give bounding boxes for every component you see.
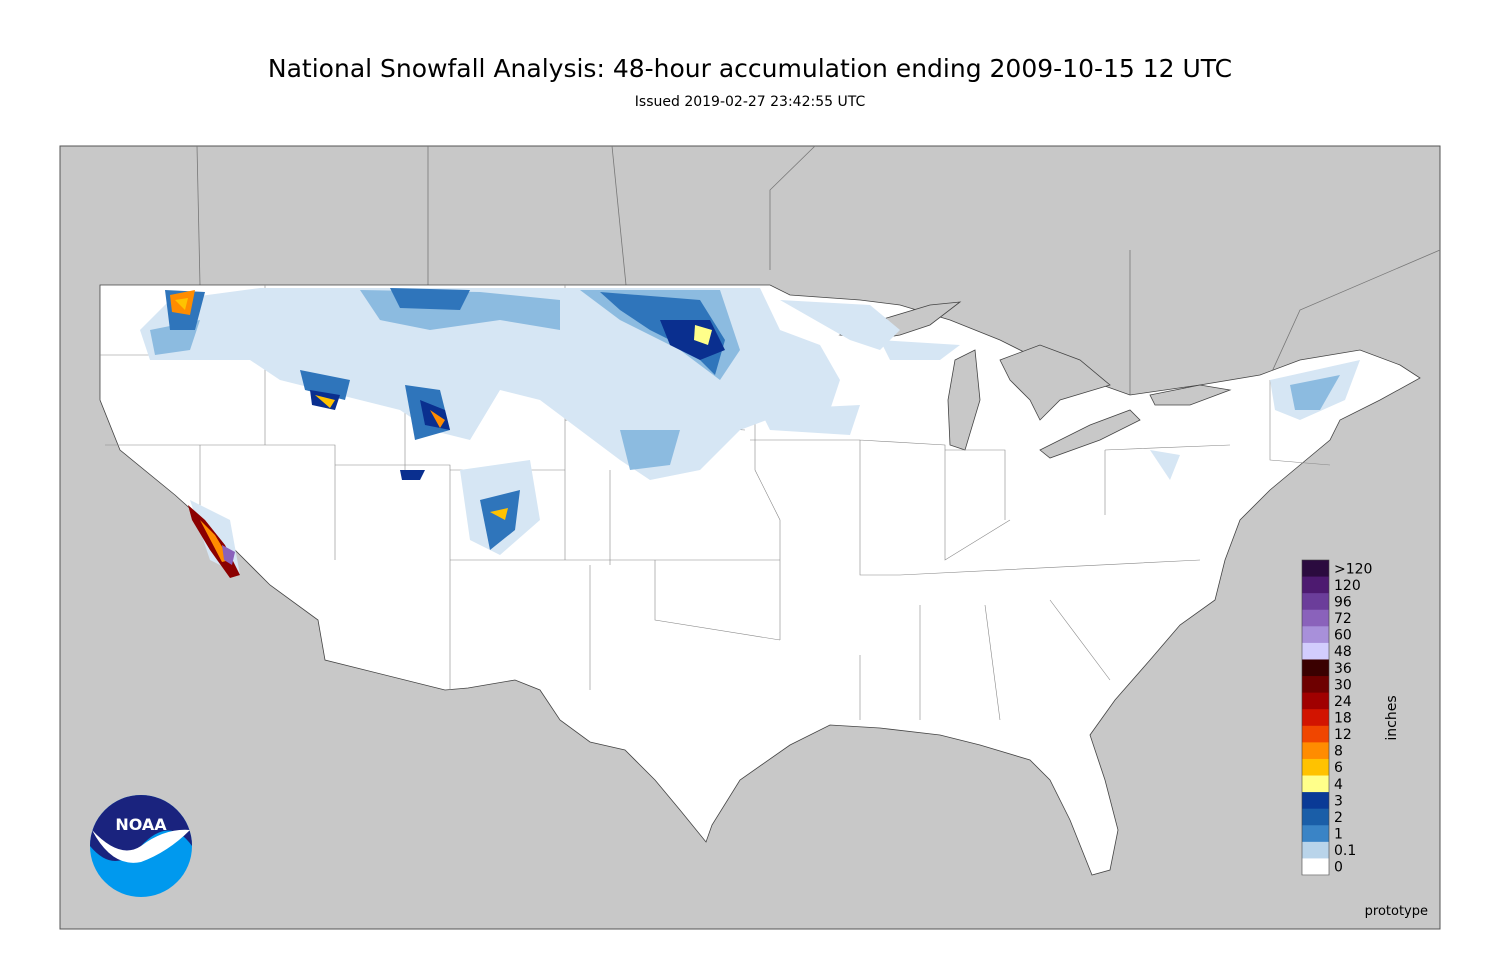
great-lakes [838,301,1232,459]
legend-label: 0.1 [1334,843,1356,859]
legend-label: 2 [1334,810,1343,826]
legend-label: 30 [1334,677,1352,693]
legend-label: 36 [1334,661,1352,677]
snow-extreme [170,290,712,578]
legend-label: 96 [1334,594,1352,610]
legend-swatch [1302,642,1329,660]
legend-label: 48 [1334,644,1352,660]
legend-swatch [1302,775,1329,793]
legend-label: 24 [1334,694,1352,710]
legend-swatch [1302,626,1329,644]
legend-swatch [1302,841,1329,859]
legend-swatch [1302,709,1329,727]
legend-title: inches [1384,695,1400,740]
legend-label: 1 [1334,827,1343,843]
legend-label: 60 [1334,628,1352,644]
legend-swatch [1302,792,1329,810]
legend-label: 12 [1334,727,1352,743]
legend-label: >120 [1334,561,1372,577]
legend-swatch [1302,576,1329,594]
legend-label: 0 [1334,860,1343,876]
legend-swatch [1302,609,1329,627]
legend-swatch [1302,692,1329,710]
legend-swatch [1302,858,1329,876]
noaa-logo: NOAA [90,795,192,897]
legend-swatch [1302,825,1329,843]
legend-swatch [1302,560,1329,578]
legend-label: 3 [1334,793,1343,809]
subtitle: Issued 2019-02-27 23:42:55 UTC [634,94,866,110]
legend-label: 18 [1334,711,1352,727]
legend-swatch [1302,808,1329,826]
legend-swatch [1302,742,1329,760]
title: National Snowfall Analysis: 48-hour accu… [267,54,1233,83]
legend-label: 6 [1334,760,1343,776]
watermark: prototype [1365,904,1428,919]
legend-label: 120 [1334,578,1361,594]
legend-swatch [1302,725,1329,743]
legend-swatch [1302,659,1329,677]
legend-swatch [1302,593,1329,611]
legend-swatch [1302,676,1329,694]
outer-borders [196,145,1441,421]
legend-border [1301,559,1330,876]
legend-label: 4 [1334,777,1343,793]
legend-swatch [1302,758,1329,777]
logo-text: NOAA [115,815,167,834]
snowfall [140,288,1360,578]
legend-label: 72 [1334,611,1352,627]
legend-label: 8 [1334,744,1343,760]
